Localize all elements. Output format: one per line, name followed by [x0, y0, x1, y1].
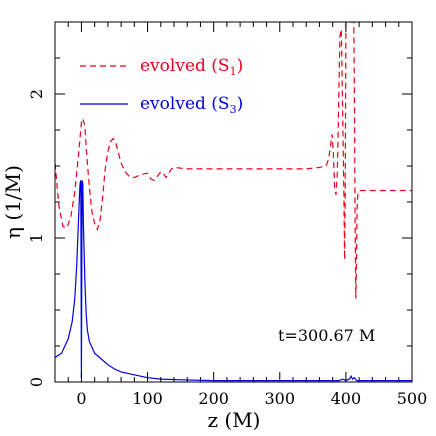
series-line-1: [55, 22, 412, 299]
ticks-layer: 0 100 200 300 400 500 0 1 2: [27, 21, 428, 408]
series-line-2: [55, 180, 412, 382]
annotation-time: t=300.67 M: [278, 326, 375, 345]
x-tick-label: 500: [397, 389, 428, 408]
y-tick-label: 1: [27, 233, 46, 243]
y-axis-label: η (1/M): [1, 165, 25, 239]
x-tick-label: 400: [331, 389, 362, 408]
series-layer: [55, 22, 412, 382]
y-tick-label: 0: [27, 377, 46, 387]
legend-label-1: evolved (S1): [140, 56, 243, 78]
legend-label-2: evolved (S3): [140, 94, 243, 116]
legend: evolved (S1) evolved (S3): [80, 56, 243, 116]
x-tick-label: 200: [198, 389, 229, 408]
x-axis-label: z (M): [208, 408, 261, 432]
x-tick-label: 300: [265, 389, 296, 408]
y-tick-label: 2: [27, 89, 46, 99]
x-tick-label: 100: [132, 389, 163, 408]
x-tick-label: 0: [76, 389, 86, 408]
